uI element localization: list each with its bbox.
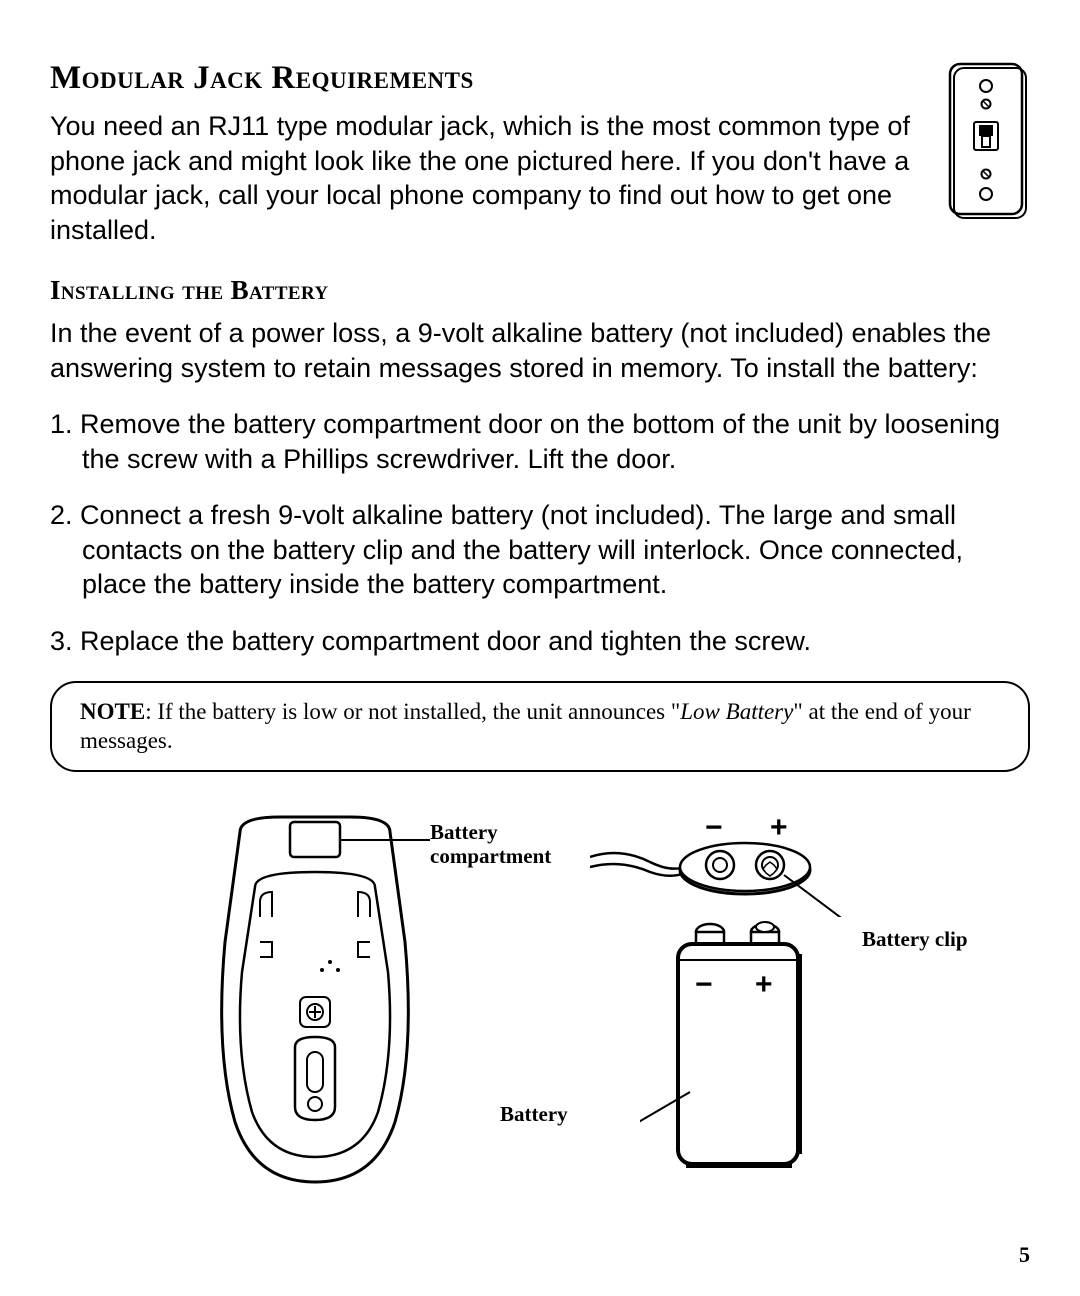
svg-text:+: + xyxy=(770,817,788,844)
heading-installing-battery: Installing the Battery xyxy=(50,275,1030,306)
svg-text:−: − xyxy=(695,968,713,1001)
page-number: 5 xyxy=(1019,1242,1030,1268)
note-label: NOTE xyxy=(80,699,145,724)
unit-bottom-svg xyxy=(200,812,430,1192)
battery-intro-paragraph: In the event of a power loss, a 9-volt a… xyxy=(50,316,1030,385)
step-item: 2. Connect a fresh 9-volt alkaline batte… xyxy=(50,498,1030,602)
label-battery: Battery xyxy=(500,1102,568,1126)
battery-diagram: − + − + Batterycompartment Battery clip … xyxy=(50,802,1030,1222)
rj11-jack-diagram xyxy=(942,60,1030,225)
note-text-before: : If the battery is low or not installed… xyxy=(145,699,680,724)
label-clip: Battery clip xyxy=(862,927,968,951)
battery-clip-svg: − + xyxy=(590,817,850,917)
step-item: 1. Remove the battery compartment door o… xyxy=(50,407,1030,476)
step-item: 3. Replace the battery compartment door … xyxy=(50,624,1030,659)
svg-text:−: − xyxy=(705,817,723,844)
steps-list: 1. Remove the battery compartment door o… xyxy=(50,407,1030,658)
label-compartment: Batterycompartment xyxy=(430,820,551,868)
heading-modular-jack: Modular Jack Requirements xyxy=(50,60,922,97)
battery-svg: − + xyxy=(640,912,840,1192)
svg-text:+: + xyxy=(755,968,773,1001)
note-box: NOTE: If the battery is low or not insta… xyxy=(50,681,1030,773)
intro-paragraph: You need an RJ11 type modular jack, whic… xyxy=(50,109,922,247)
note-italic: Low Battery xyxy=(680,699,793,724)
